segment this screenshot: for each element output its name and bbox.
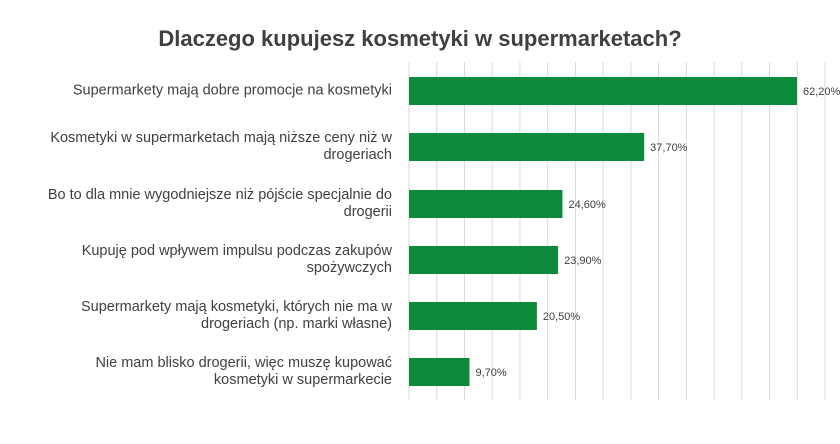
bar-5 [409,358,470,386]
category-label-4: Supermarkety mają kosmetyki, których nie… [0,299,392,333]
category-label-line: drogeriach [323,147,392,163]
category-label-0: Supermarkety mają dobre promocje na kosm… [0,83,392,100]
data-label-3: 23,90% [564,255,602,267]
category-label-line: kosmetyki w supermarkecie [213,372,392,388]
category-label-5: Nie mam blisko drogerii, więc muszę kupo… [0,355,392,389]
chart-title: Dlaczego kupujesz kosmetyki w supermarke… [158,26,682,51]
bar-2 [409,190,563,218]
category-label-line: Bo to dla mnie wygodniejsze niż pójście … [47,187,392,203]
data-label-2: 24,60% [568,199,606,211]
category-label-line: drogerii [343,204,392,220]
category-label-1: Kosmetyki w supermarketach mają niższe c… [0,130,392,164]
bar-0 [409,77,797,105]
data-label-0: 62,20% [803,86,840,98]
category-label-line: Kupuję pod wpływem impulsu podczas zakup… [81,243,392,259]
category-label-line: spożywczych [306,260,392,276]
data-label-5: 9,70% [476,367,507,379]
category-label-2: Bo to dla mnie wygodniejsze niż pójście … [0,187,392,221]
category-label-line: Nie mam blisko drogerii, więc muszę kupo… [95,355,392,371]
bar-1 [409,133,645,161]
data-label-4: 20,50% [543,311,581,323]
category-label-line: drogeriach (np. marki własne) [201,316,392,332]
data-label-1: 37,70% [650,142,688,154]
bar-3 [409,246,559,274]
category-label-3: Kupuję pod wpływem impulsu podczas zakup… [0,243,392,277]
bar-4 [409,302,537,330]
category-label-line: Supermarkety mają dobre promocje na kosm… [72,82,392,99]
category-label-line: Supermarkety mają kosmetyki, których nie… [80,299,392,315]
category-label-line: Kosmetyki w supermarketach mają niższe c… [50,130,392,146]
